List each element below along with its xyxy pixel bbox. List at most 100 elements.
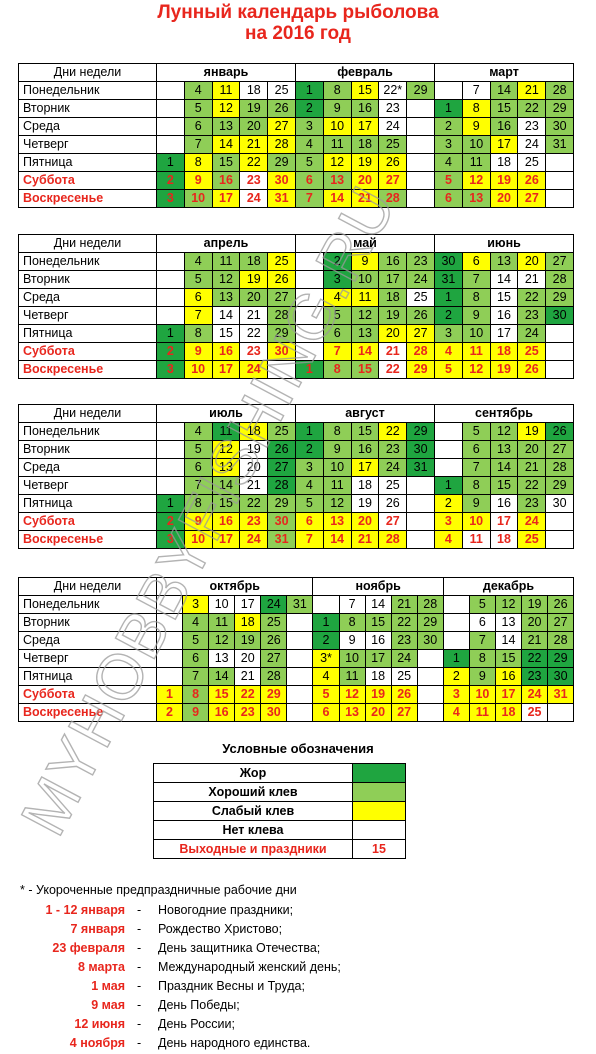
day-cell: 29 [267,324,296,343]
day-cell [286,631,314,650]
day-cell [545,512,574,531]
day-cell: 2 [294,440,324,459]
day-cell: 7 [182,667,210,686]
legend-label: Слабый клев [153,801,353,821]
day-cell: 27 [390,703,418,722]
day-cell: 11 [461,342,491,361]
day-cell: 10 [338,649,366,668]
month-name: февраль [294,63,436,82]
day-cell: 26 [378,494,408,513]
legend-label: Нет клева [153,820,353,840]
day-cell: 16 [378,252,408,271]
day-cell: 2 [322,252,352,271]
day-cell: 20 [517,252,547,271]
holiday-dash: - [137,979,142,993]
calendar-block: Дни недели октябрь ноябрь декабрь Понедельни… [18,577,575,722]
day-cell: 5 [183,270,213,289]
calendar-block: Дни недели январь февраль март Понедельник 4 1… [18,63,575,208]
day-cell: 24 [517,135,547,154]
day-cell: 30 [545,117,575,136]
day-cell: 17 [211,530,241,549]
day-cell: 9 [183,342,213,361]
day-cell: 31 [267,530,296,549]
day-cell: 18 [378,288,408,307]
day-cell: 14 [489,270,519,289]
day-cell [545,342,575,361]
holiday-name: Праздник Весны и Труда; [158,979,305,993]
day-cell: 3 [295,117,324,136]
day-cell: 21 [390,595,418,614]
day-cell: 4 [434,342,463,361]
day-cell: 25 [378,135,408,154]
legend-swatch-yellow [352,801,406,821]
day-cell: 8 [183,324,213,343]
holiday-dash: - [137,960,142,974]
day-cell: 7 [322,342,352,361]
page-title: Лунный календарь рыболова [157,2,439,23]
day-cell: 17 [350,117,380,136]
day-cell: 28 [378,189,408,208]
day-cell: 9 [338,631,366,650]
day-cell: 20 [489,189,519,208]
weekday-label: Вторник [18,99,157,118]
holiday-dash: - [137,922,142,936]
day-cell: 1 [156,324,185,343]
day-cell: 22 [239,494,269,513]
week-row: Понедельник 4 11 18 25 1 8 15 22* 29 7 14 21 28 [18,81,575,100]
legend-swatch-dark-green [352,763,406,783]
week-row: Среда 5 12 19 26 2 9 16 23 30 7 14 21 28 [18,631,575,650]
day-cell [286,613,314,632]
day-cell: 29 [406,360,436,379]
day-cell [295,342,324,361]
day-cell: 7 [468,631,496,650]
day-cell: 5 [294,494,324,513]
week-row: Вторник 5 12 19 26 2 9 16 23 30 6 13 20 27 [18,440,574,459]
week-row: Среда 6 13 20 27 3 10 17 24 31 7 14 21 28 [18,458,574,477]
day-cell: 5 [434,360,463,379]
legend-label: Жор [153,763,353,783]
week-row: Четверг 7 14 21 28 5 12 19 26 2 9 16 23 30 [18,306,575,325]
day-cell [156,270,185,289]
day-cell: 15 [489,288,519,307]
day-cell: 7 [338,595,366,614]
day-cell: 3 [442,685,470,704]
day-cell: 21 [234,667,262,686]
day-cell: 2 [156,342,185,361]
week-row: Четверг 7 14 21 28 4 11 18 25 3 10 17 24 31 [18,135,575,154]
day-cell: 29 [545,288,575,307]
day-cell: 25 [517,342,547,361]
weekday-label: Вторник [18,613,157,632]
day-cell: 14 [322,530,352,549]
day-cell: 30 [434,252,463,271]
month-header-row: Дни недели июль август сентябрь [18,404,574,423]
day-cell: 9 [322,440,352,459]
day-cell: 13 [208,649,236,668]
day-cell: 16 [211,171,241,190]
day-cell: 4 [442,703,470,722]
calendar-block: Дни недели июль август сентябрь Понедельник 4… [18,404,574,549]
day-cell: 28 [260,667,288,686]
day-cell: 23 [390,631,418,650]
day-cell: 4 [433,530,463,549]
legend-swatch-white [352,820,406,840]
day-cell [267,360,296,379]
day-cell: 10 [468,685,496,704]
day-cell: 25 [517,153,547,172]
weekday-label: Среда [18,288,157,307]
legend-label: Выходные и праздники [153,839,353,859]
day-cell: 31 [547,685,575,704]
day-cell [545,189,575,208]
day-cell [406,189,436,208]
day-cell: 15 [489,99,519,118]
day-cell [295,324,324,343]
week-row: Вторник 4 11 18 25 1 8 15 22 29 6 13 20 27 [18,613,575,632]
day-cell: 24 [239,189,269,208]
day-cell: 31 [406,458,435,477]
day-cell: 25 [520,703,549,722]
day-cell: 13 [350,324,380,343]
day-cell: 19 [239,270,269,289]
day-cell: 12 [461,171,491,190]
day-cell: 25 [260,613,288,632]
week-row: Пятница 1 8 15 22 29 6 13 20 27 3 10 17 24 [18,324,575,343]
day-cell: 16 [208,703,236,722]
